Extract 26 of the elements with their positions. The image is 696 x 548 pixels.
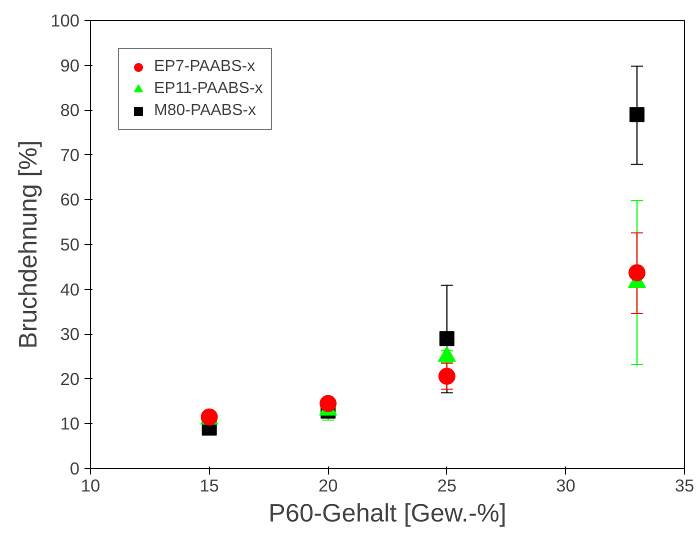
y-tick-label: 70 <box>60 144 80 165</box>
y-tick-label: 100 <box>50 10 80 30</box>
point <box>628 264 646 282</box>
y-tick-label: 60 <box>60 190 80 210</box>
y-tick-label: 50 <box>60 234 80 254</box>
y-tick-label: 90 <box>60 55 80 76</box>
x-tick-label: 20 <box>318 476 338 496</box>
y-axis-title: Bruchdehnung [%] <box>14 140 43 349</box>
x-tick-label: 15 <box>200 476 219 496</box>
legend-label: EP7-PAABS-x <box>154 58 256 76</box>
legend-label: M80-PAABS-x <box>154 102 256 120</box>
x-axis-title: P60-Gehalt [Gew.-%] <box>268 500 506 528</box>
y-tick-label: 20 <box>60 368 80 389</box>
y-tick-label: 30 <box>60 324 80 344</box>
x-tick-label: 35 <box>674 476 694 496</box>
x-tick-label: 10 <box>80 476 100 496</box>
x-tick-label: 25 <box>437 476 457 496</box>
legend-label: EP11-PAABS-x <box>154 80 263 98</box>
y-tick-label: 40 <box>60 279 80 300</box>
y-tick-label: 80 <box>60 100 80 120</box>
y-tick-label: 10 <box>60 414 80 434</box>
point <box>438 368 456 385</box>
x-tick-label: 30 <box>556 476 576 496</box>
point <box>629 107 644 122</box>
y-tick-label: 0 <box>70 458 80 478</box>
point <box>439 331 454 346</box>
